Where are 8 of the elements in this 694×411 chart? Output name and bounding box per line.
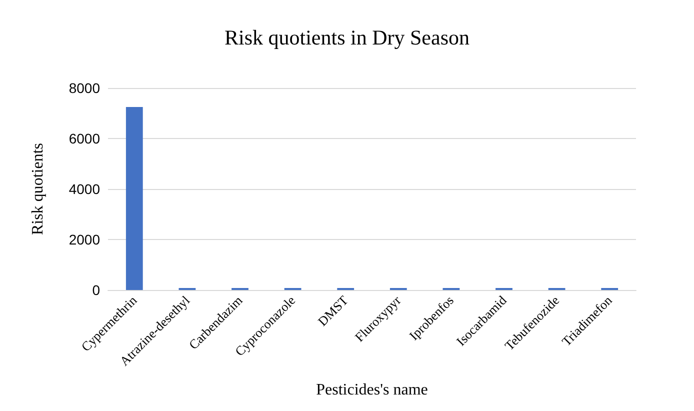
y-tick-label: 8000 (68, 80, 100, 96)
y-axis-title: Risk quotients (30, 142, 46, 236)
y-tick-label: 2000 (68, 232, 100, 248)
chart-title: Risk quotients in Dry Season (224, 26, 470, 50)
y-tick-label: 6000 (68, 130, 100, 146)
x-axis-title: Pesticides's name (316, 382, 428, 398)
y-tick-label: 0 (92, 282, 100, 298)
y-tick-label: 4000 (68, 181, 100, 197)
